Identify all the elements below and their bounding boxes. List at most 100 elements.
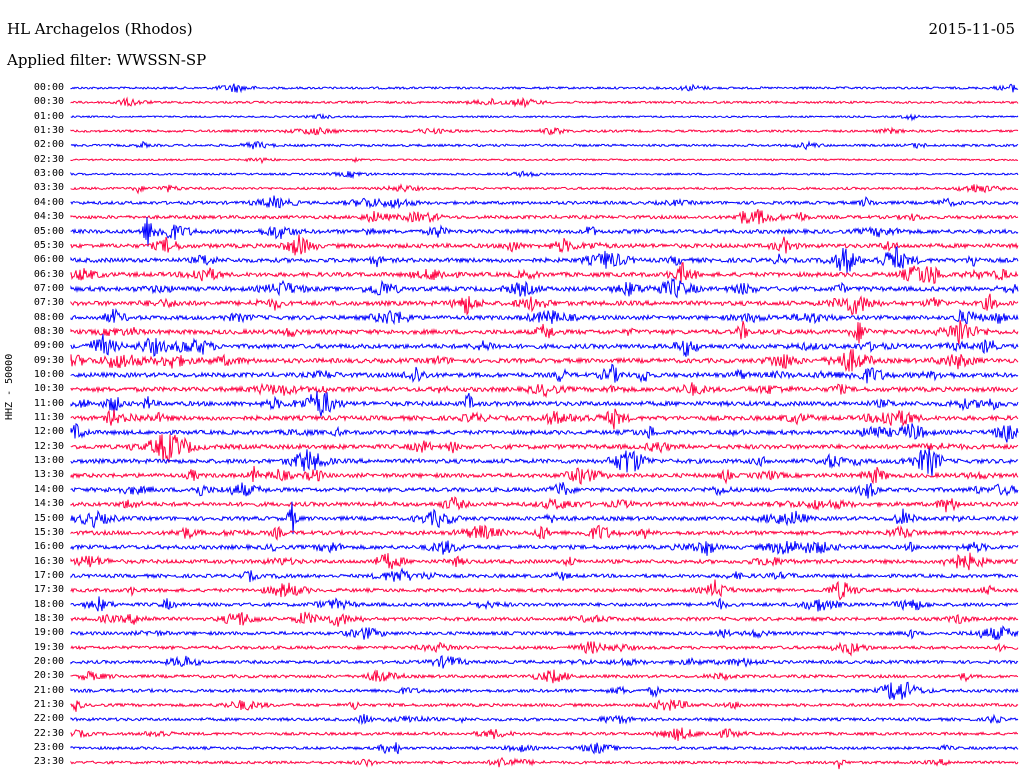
time-label: 14:00 xyxy=(33,483,64,495)
time-label: 05:30 xyxy=(33,239,64,251)
time-label: 00:00 xyxy=(33,82,64,93)
trace-line xyxy=(70,126,1019,136)
trace-line xyxy=(70,625,1019,641)
time-label: 09:30 xyxy=(33,354,64,366)
time-label: 23:30 xyxy=(33,756,64,768)
trace-line xyxy=(70,611,1019,627)
time-label: 10:30 xyxy=(33,383,64,395)
trace-line xyxy=(70,195,1019,210)
trace-line xyxy=(70,234,1019,256)
time-label: 04:00 xyxy=(33,196,64,208)
time-label: 21:00 xyxy=(33,684,64,696)
time-label: 02:30 xyxy=(33,153,64,165)
trace-line xyxy=(70,140,1019,151)
time-label: 17:00 xyxy=(33,569,64,581)
trace-line xyxy=(70,423,1019,443)
time-label: 18:00 xyxy=(33,598,64,610)
trace-line xyxy=(70,183,1019,195)
station-title: HL Archagelos (Rhodos) xyxy=(7,20,193,38)
time-label: 22:00 xyxy=(33,713,64,725)
time-label: 01:30 xyxy=(33,125,64,137)
filter-label: Applied filter: WWSSN-SP xyxy=(7,51,207,69)
trace-line xyxy=(70,742,1019,755)
time-label: 21:30 xyxy=(33,699,64,711)
time-label: 09:00 xyxy=(33,340,64,352)
trace-line xyxy=(70,482,1019,499)
time-label: 06:00 xyxy=(33,254,64,266)
time-label: 11:00 xyxy=(33,397,64,409)
trace-line xyxy=(70,382,1018,399)
time-label: 23:00 xyxy=(33,742,64,754)
time-label: 06:30 xyxy=(33,268,64,280)
time-label: 15:00 xyxy=(33,512,64,524)
trace-line xyxy=(70,698,1019,712)
trace-line xyxy=(70,465,1019,486)
trace-line xyxy=(70,277,1019,299)
time-label: 00:30 xyxy=(33,96,64,108)
time-label: 13:30 xyxy=(33,469,64,481)
time-label: 16:30 xyxy=(33,555,64,567)
time-label: 16:00 xyxy=(33,541,64,553)
time-label: 11:30 xyxy=(33,412,64,424)
time-label: 05:00 xyxy=(33,225,64,237)
trace-line xyxy=(70,727,1019,742)
time-label: 13:00 xyxy=(33,455,64,467)
trace-line xyxy=(70,756,1019,770)
time-label: 15:30 xyxy=(33,526,64,538)
trace-line xyxy=(70,501,1019,535)
trace-line xyxy=(70,245,1019,274)
time-axis: 00:00 00:30 01:00 01:30 02:00 02:30 03:00 03:30… xyxy=(0,0,68,780)
trace-line xyxy=(70,524,1019,541)
trace-line xyxy=(70,567,1019,583)
trace-line xyxy=(70,655,1019,669)
time-label: 04:30 xyxy=(33,211,64,223)
trace-line xyxy=(70,669,1019,684)
trace-line xyxy=(70,540,1019,556)
trace-line xyxy=(70,496,1019,513)
trace-line xyxy=(70,391,1019,417)
time-label: 12:00 xyxy=(33,426,64,438)
time-label: 20:00 xyxy=(33,656,64,667)
trace-line xyxy=(70,293,1019,316)
trace-line xyxy=(70,156,1019,165)
time-label: 03:30 xyxy=(33,182,64,194)
time-label: 20:30 xyxy=(33,670,64,682)
time-label: 08:30 xyxy=(33,325,64,337)
trace-line xyxy=(70,641,1019,657)
trace-line xyxy=(70,209,1019,225)
trace-line xyxy=(70,319,1019,345)
trace-line xyxy=(70,170,1019,180)
date-label: 2015-11-05 xyxy=(928,20,1015,38)
trace-line xyxy=(70,681,1019,700)
time-label: 02:00 xyxy=(33,139,64,151)
time-label: 19:00 xyxy=(33,627,64,639)
trace-line xyxy=(70,96,1019,109)
trace-line xyxy=(70,596,1019,612)
trace-line xyxy=(70,408,1019,430)
trace-line xyxy=(70,349,1019,372)
time-label: 19:30 xyxy=(33,641,64,653)
time-label: 18:30 xyxy=(33,612,64,624)
trace-line xyxy=(70,217,1019,247)
time-label: 03:00 xyxy=(33,168,64,180)
time-label: 08:00 xyxy=(33,311,64,323)
trace-line xyxy=(70,307,1019,326)
trace-line xyxy=(70,579,1019,601)
trace-line xyxy=(70,261,1019,285)
trace-line xyxy=(70,112,1019,122)
time-label: 07:00 xyxy=(33,282,64,294)
time-label: 17:30 xyxy=(33,584,64,596)
trace-line xyxy=(70,83,1019,94)
trace-line xyxy=(70,552,1019,571)
time-label: 14:30 xyxy=(33,498,64,510)
time-label: 01:00 xyxy=(33,110,64,122)
trace-line xyxy=(70,713,1019,726)
time-label: 10:00 xyxy=(33,369,64,380)
time-label: 07:30 xyxy=(33,297,64,309)
trace-line xyxy=(70,448,1019,477)
time-label: 22:30 xyxy=(33,727,64,739)
trace-line xyxy=(70,434,1019,463)
trace-line xyxy=(70,363,1019,384)
time-label: 12:30 xyxy=(33,440,64,452)
